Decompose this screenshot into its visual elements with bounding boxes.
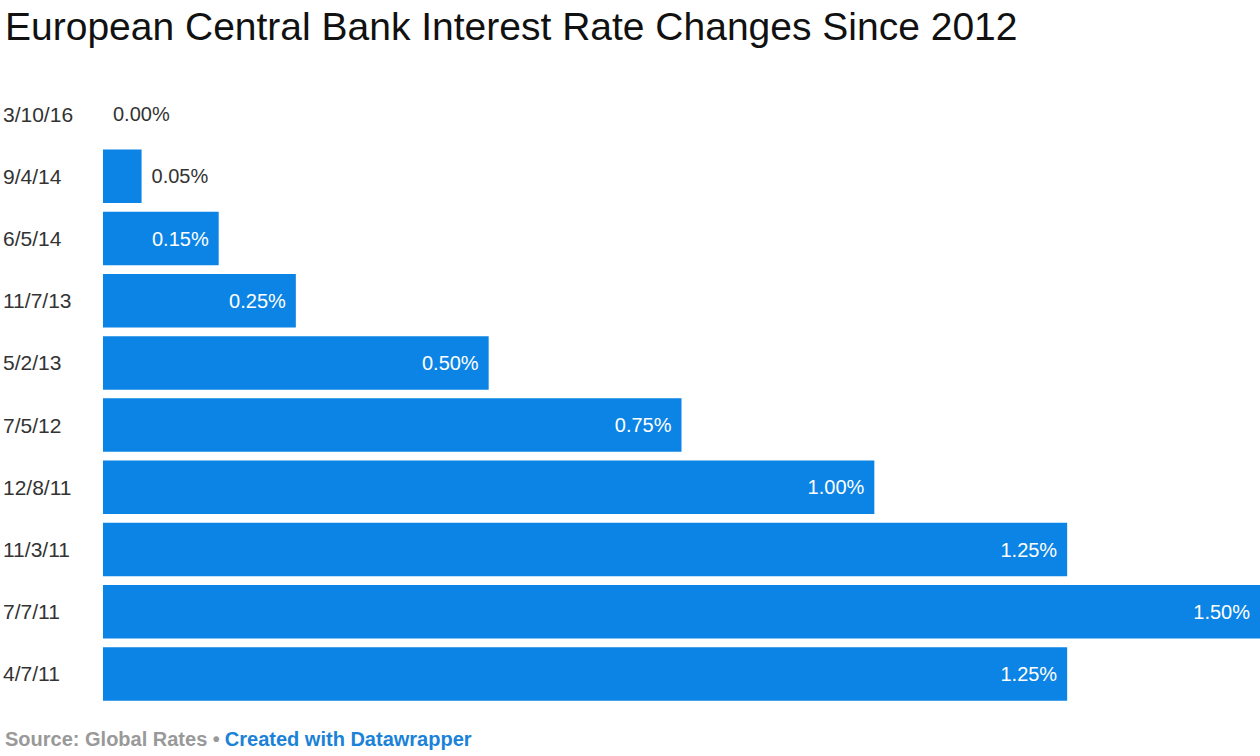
svg-text:European Central Bank Interest: European Central Bank Interest Rate Chan…	[5, 5, 1017, 48]
svg-text:12/8/11: 12/8/11	[3, 476, 72, 499]
svg-text:0.75%: 0.75%	[615, 414, 672, 436]
svg-text:11/3/11: 11/3/11	[3, 538, 70, 561]
svg-text:0.25%: 0.25%	[229, 290, 286, 312]
svg-text:1.50%: 1.50%	[1193, 601, 1250, 623]
svg-text:3/10/16: 3/10/16	[3, 103, 73, 126]
svg-text:1.00%: 1.00%	[808, 476, 865, 498]
svg-text:0.15%: 0.15%	[152, 228, 209, 250]
svg-text:Source: Global Rates •: Source: Global Rates •	[5, 728, 220, 750]
svg-text:11/7/13: 11/7/13	[3, 289, 72, 312]
svg-text:6/5/14: 6/5/14	[3, 227, 62, 250]
svg-text:7/5/12: 7/5/12	[3, 414, 61, 437]
svg-text:1.25%: 1.25%	[1000, 663, 1057, 685]
svg-text:0.00%: 0.00%	[113, 103, 170, 125]
svg-text:5/2/13: 5/2/13	[3, 351, 61, 374]
svg-text:4/7/11: 4/7/11	[3, 662, 60, 685]
svg-text:Created with Datawrapper: Created with Datawrapper	[225, 728, 472, 750]
svg-text:1.25%: 1.25%	[1000, 539, 1057, 561]
svg-text:9/4/14: 9/4/14	[3, 165, 62, 188]
svg-text:0.50%: 0.50%	[422, 352, 479, 374]
svg-text:7/7/11: 7/7/11	[3, 600, 60, 623]
svg-text:0.05%: 0.05%	[152, 165, 209, 187]
